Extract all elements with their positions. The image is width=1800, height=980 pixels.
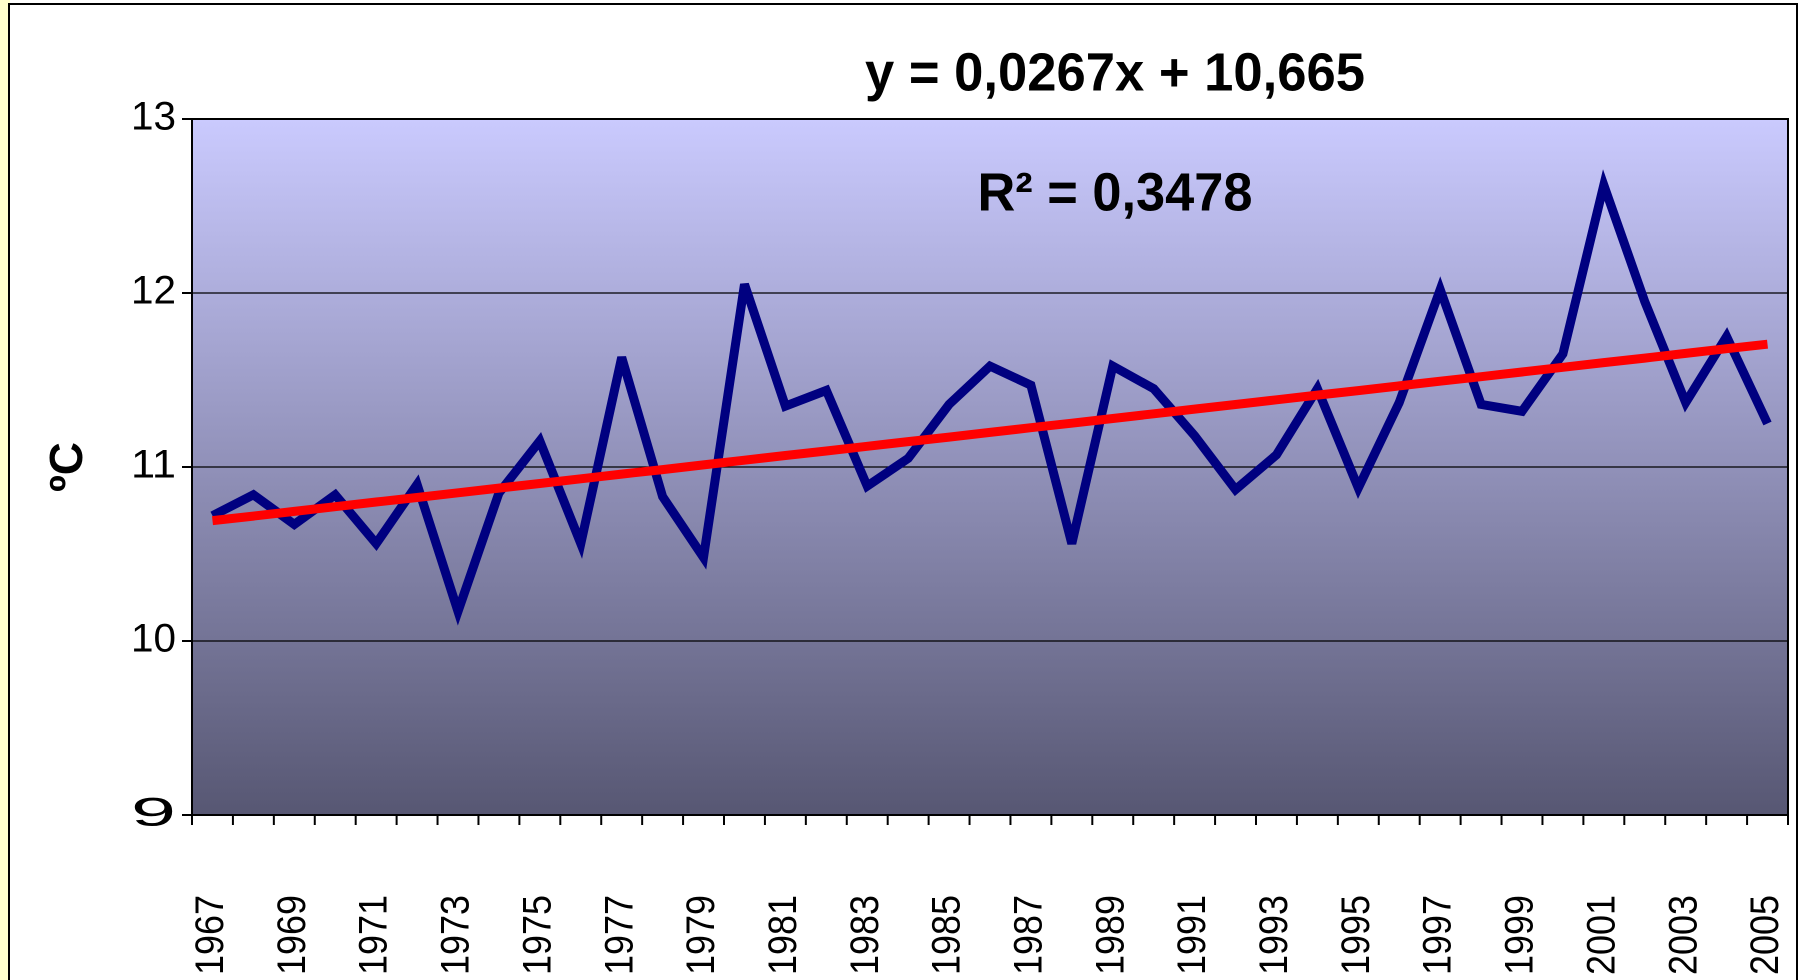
y-tick-label: 12 (131, 269, 176, 313)
x-tick-label: 1979 (679, 895, 723, 975)
x-tick-label: 1983 (843, 895, 887, 975)
x-tick-label: 1989 (1088, 895, 1132, 975)
x-tick-label: 1993 (1252, 895, 1296, 975)
x-tick-label: 2003 (1661, 895, 1705, 975)
y-tick-label: 13 (131, 95, 176, 139)
x-tick-label: 1987 (1006, 895, 1050, 975)
side-strip (0, 0, 10, 980)
x-tick-label: 1999 (1498, 895, 1542, 975)
x-tick-label: 1975 (515, 895, 559, 975)
y-tick-label: 9 (131, 791, 176, 835)
x-tick-label: 1977 (597, 895, 641, 975)
y-tick-label: 11 (131, 443, 176, 487)
x-tick-label: 1981 (761, 895, 805, 975)
series-line (210, 169, 1772, 626)
x-tick-label: 2001 (1579, 895, 1623, 975)
x-tick-label: 1991 (1170, 895, 1214, 975)
y-axis-label: ºC (40, 442, 92, 492)
x-tick-label: 1973 (434, 895, 478, 975)
r-squared-annotation: R² = 0,3478 (978, 162, 1253, 222)
series-line (212, 339, 1768, 526)
x-tick-label: 1967 (188, 895, 232, 975)
x-tick-label: 1997 (1416, 895, 1460, 975)
equation-annotation: y = 0,0267x + 10,665 (865, 42, 1365, 102)
x-tick-label: 2005 (1743, 895, 1787, 975)
x-tick-label: 1969 (270, 895, 314, 975)
x-tick-label: 1995 (1334, 895, 1378, 975)
x-tick-label: 1971 (352, 895, 396, 975)
y-tick-label: 10 (131, 617, 176, 661)
x-tick-label: 1985 (925, 895, 969, 975)
